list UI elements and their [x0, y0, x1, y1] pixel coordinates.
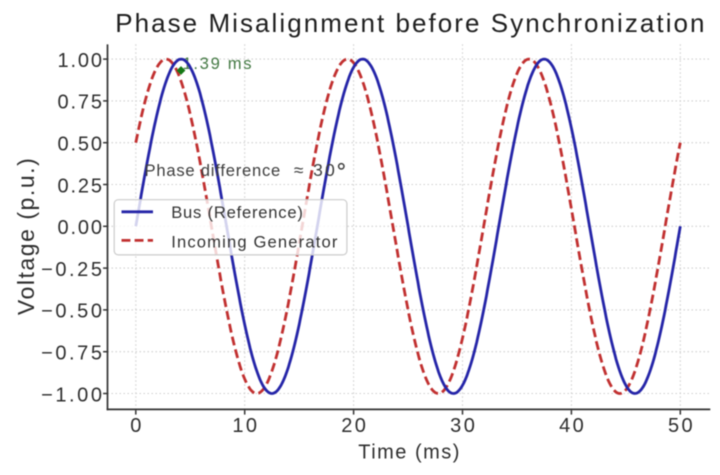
svg-text:0.00: 0.00 — [58, 217, 104, 239]
svg-text:0: 0 — [130, 415, 141, 437]
svg-text:1.39 ms: 1.39 ms — [183, 54, 254, 73]
svg-text:30: 30 — [450, 415, 477, 437]
svg-text:Bus (Reference): Bus (Reference) — [171, 203, 304, 222]
svg-text:0.50: 0.50 — [58, 134, 104, 156]
svg-text:−0.25: −0.25 — [41, 259, 104, 281]
svg-text:Phase Misalignment before Sync: Phase Misalignment before Synchronizatio… — [115, 8, 706, 38]
svg-text:−0.50: −0.50 — [41, 301, 104, 323]
svg-text:−0.75: −0.75 — [41, 343, 104, 365]
svg-text:Time (ms): Time (ms) — [358, 441, 461, 463]
svg-text:0.75: 0.75 — [58, 92, 104, 114]
svg-text:20: 20 — [341, 415, 368, 437]
svg-text:0.25: 0.25 — [58, 175, 104, 197]
svg-text:10: 10 — [232, 415, 259, 437]
svg-text:Voltage (p.u.): Voltage (p.u.) — [13, 157, 39, 315]
svg-text:Incoming Generator: Incoming Generator — [171, 233, 338, 252]
svg-text:Phase difference: Phase difference — [145, 161, 282, 180]
svg-text:1.00: 1.00 — [58, 50, 104, 72]
svg-text:40: 40 — [559, 415, 586, 437]
svg-text:−1.00: −1.00 — [41, 384, 104, 406]
svg-text:50: 50 — [668, 415, 695, 437]
svg-text:≈ 30: ≈ 30 — [294, 160, 337, 180]
